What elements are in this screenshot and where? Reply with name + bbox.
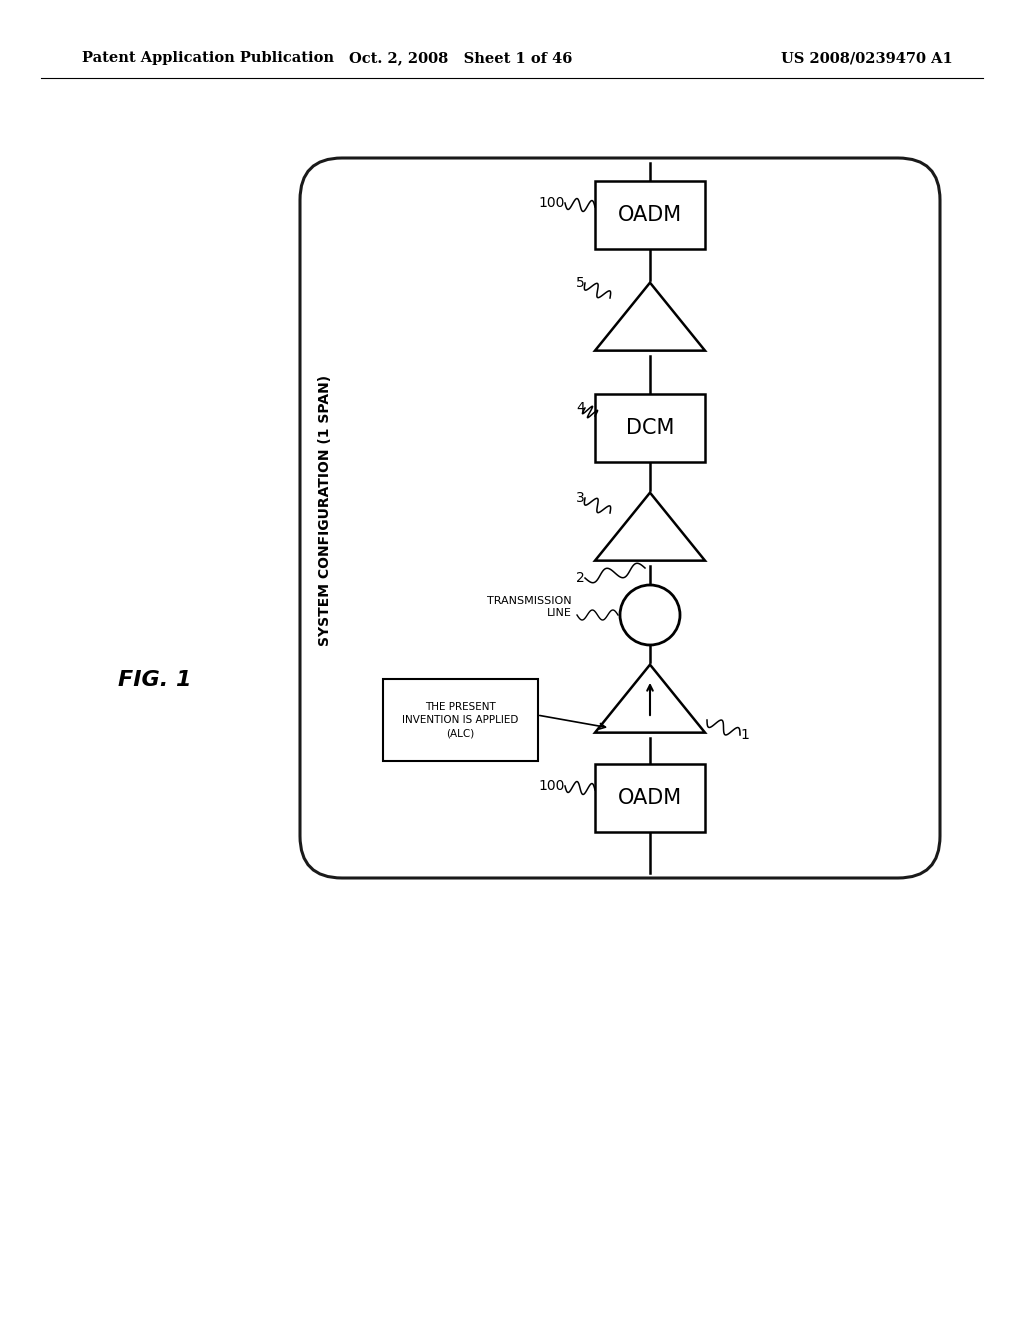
Text: 3: 3	[577, 491, 585, 506]
Text: Oct. 2, 2008   Sheet 1 of 46: Oct. 2, 2008 Sheet 1 of 46	[349, 51, 572, 65]
Text: 4: 4	[577, 401, 585, 414]
Text: DCM: DCM	[626, 418, 674, 438]
Polygon shape	[595, 282, 705, 351]
Text: US 2008/0239470 A1: US 2008/0239470 A1	[780, 51, 952, 65]
Bar	[383, 678, 538, 762]
Polygon shape	[595, 665, 705, 733]
FancyBboxPatch shape	[300, 158, 940, 878]
Text: TRANSMISSION
LINE: TRANSMISSION LINE	[487, 595, 572, 618]
Text: OADM: OADM	[617, 788, 682, 808]
Bar	[595, 393, 705, 462]
Text: 2: 2	[577, 572, 585, 585]
Text: SYSTEM CONFIGURATION (1 SPAN): SYSTEM CONFIGURATION (1 SPAN)	[318, 375, 332, 645]
Bar	[595, 181, 705, 249]
Text: 100: 100	[539, 779, 565, 793]
Polygon shape	[595, 492, 705, 561]
Text: THE PRESENT
INVENTION IS APPLIED
(ALC): THE PRESENT INVENTION IS APPLIED (ALC)	[401, 702, 518, 738]
Text: 1: 1	[740, 729, 749, 742]
Text: 100: 100	[539, 195, 565, 210]
Text: FIG. 1: FIG. 1	[118, 671, 191, 690]
Text: Patent Application Publication: Patent Application Publication	[82, 51, 334, 65]
Text: 5: 5	[577, 276, 585, 290]
Bar	[595, 764, 705, 832]
Circle shape	[620, 585, 680, 645]
Text: OADM: OADM	[617, 205, 682, 224]
